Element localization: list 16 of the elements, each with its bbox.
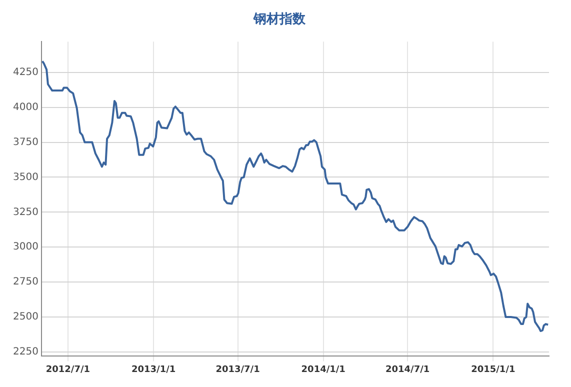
x-tick-label: 2015/1/1 — [471, 364, 516, 375]
y-tick-label: 3750 — [12, 136, 38, 148]
y-tick-label: 3000 — [12, 242, 38, 253]
y-tick-label: 4250 — [12, 66, 38, 78]
y-tick-label: 3250 — [12, 206, 38, 218]
x-tick-label: 2013/1/1 — [131, 364, 176, 375]
x-tick-label: 2012/7/1 — [46, 364, 90, 375]
x-tick-label: 2014/7/1 — [385, 364, 430, 375]
y-tick-label: 4000 — [12, 102, 38, 113]
y-tick-label: 2750 — [12, 276, 38, 288]
x-tick-label: 2014/1/1 — [301, 364, 346, 375]
y-tick-label: 2250 — [12, 346, 38, 358]
y-tick-label: 2500 — [12, 312, 38, 323]
x-tick-label: 2013/7/1 — [216, 364, 260, 375]
chart-title: 钢材指数 — [252, 12, 306, 28]
y-tick-label: 3500 — [12, 172, 38, 183]
